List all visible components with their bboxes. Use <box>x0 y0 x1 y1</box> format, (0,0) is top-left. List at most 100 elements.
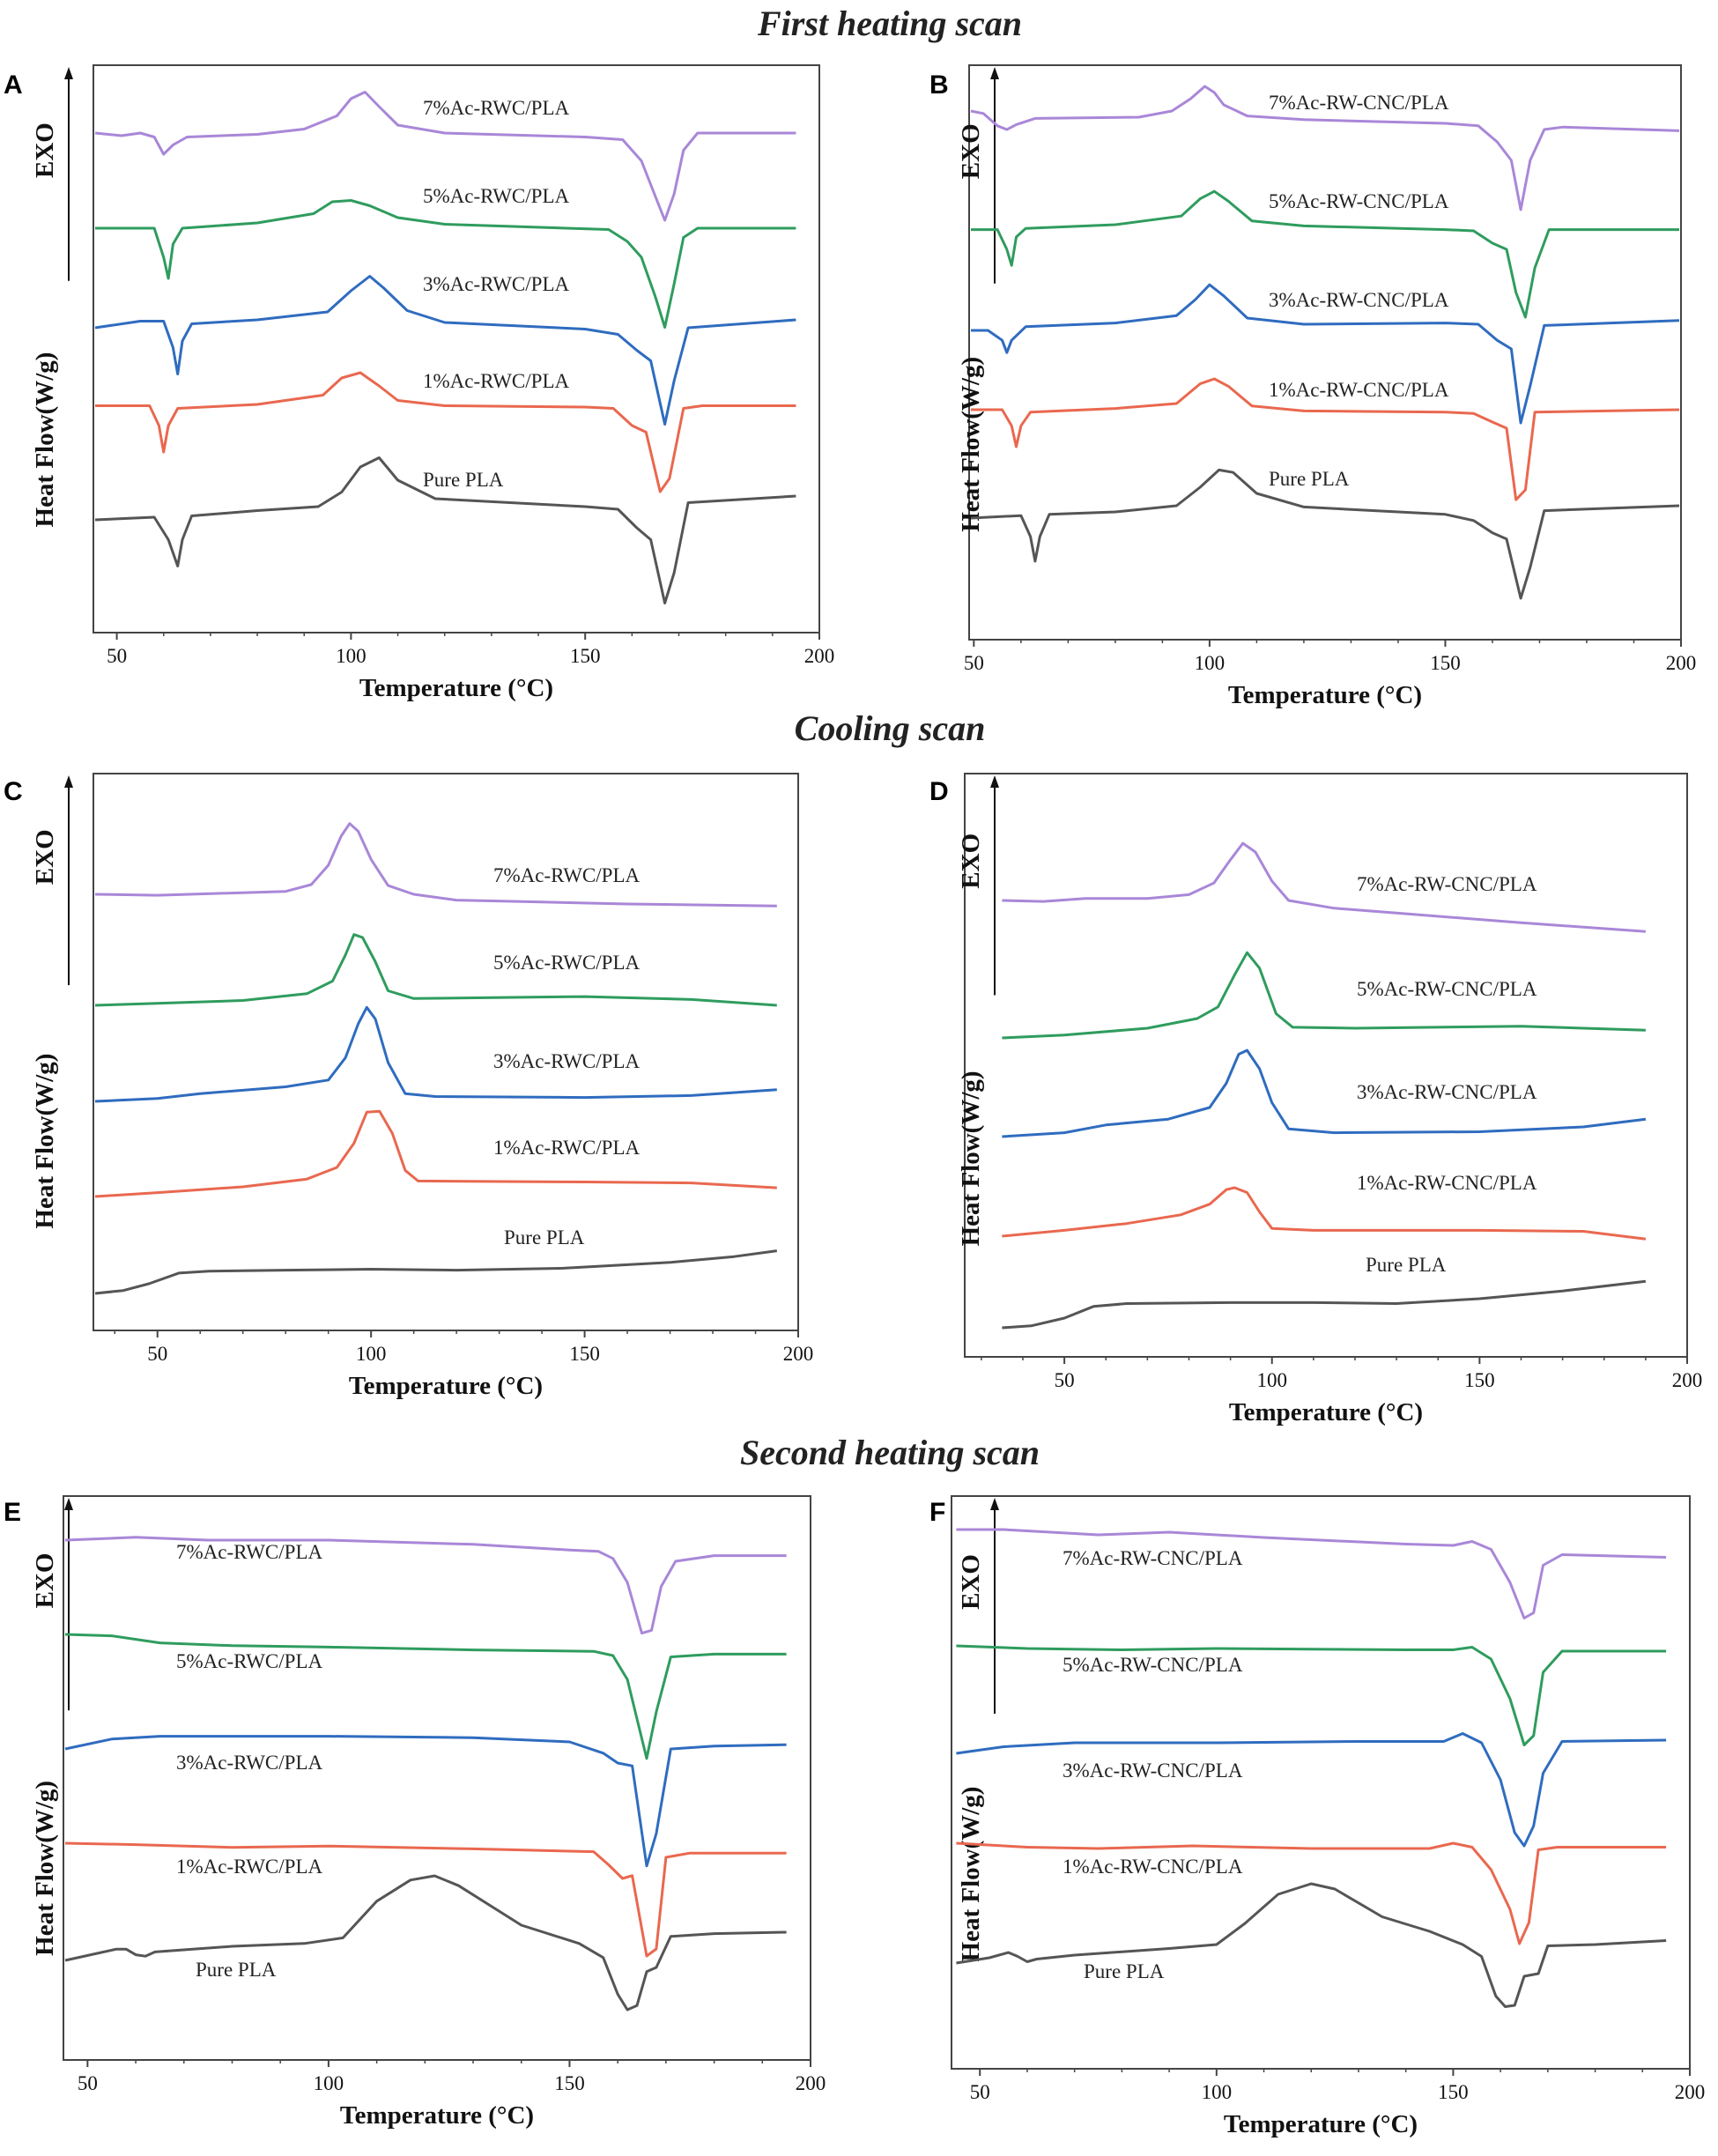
series-line <box>971 189 1679 319</box>
series-line <box>64 1841 787 1958</box>
series-line <box>956 1841 1667 1945</box>
series-line <box>970 468 1680 600</box>
plot-frame <box>93 64 820 633</box>
series-line <box>94 933 777 1007</box>
series-line <box>94 1109 777 1198</box>
series-label: 3%Ac-RWC/PLA <box>176 1752 322 1774</box>
y-axis-label: Heat Flow(W/g) <box>957 357 985 532</box>
series-label: 7%Ac-RWC/PLA <box>493 864 640 886</box>
exo-label: EXO <box>957 1554 985 1610</box>
series-line <box>1002 1186 1647 1241</box>
series-line <box>94 275 796 426</box>
panel-a-first-heating-rwc: A 50 100 150 200 Temperature (°C) Heat Flow(W/… <box>4 64 835 702</box>
series-label: 3%Ac-RW-CNC/PLA <box>1357 1081 1537 1103</box>
x-tick-label: 200 <box>783 1343 814 1365</box>
series-label: Pure PLA <box>1084 1960 1165 1982</box>
exo-label: EXO <box>957 834 985 889</box>
series-line <box>971 283 1680 425</box>
series-label: 1%Ac-RW-CNC/PLA <box>1063 1856 1243 1878</box>
panel-c-cooling-rwc: C 50 100 150 200 Temperature (°C) Heat Flow(W/… <box>4 773 814 1400</box>
exo-label: EXO <box>957 123 985 179</box>
panel-letter: F <box>929 1498 945 1527</box>
x-axis-label: Temperature (°C) <box>340 2101 534 2130</box>
panel-letter: E <box>4 1498 21 1527</box>
x-tick-label: 200 <box>1666 652 1697 674</box>
series-label: Pure PLA <box>504 1226 585 1248</box>
plot-frame <box>964 773 1688 1358</box>
exo-arrow-head <box>64 67 73 79</box>
section-title-first-heating: First heating scan <box>757 4 1022 43</box>
x-tick-label: 200 <box>1675 2081 1706 2103</box>
series-line <box>1002 951 1646 1040</box>
series-label: 7%Ac-RW-CNC/PLA <box>1357 873 1537 895</box>
x-axis-label: Temperature (°C) <box>1229 1398 1423 1426</box>
series-label: 5%Ac-RW-CNC/PLA <box>1357 978 1537 1000</box>
exo-label: EXO <box>31 829 59 885</box>
series-label: 3%Ac-RW-CNC/PLA <box>1063 1760 1243 1782</box>
plot-frame <box>93 773 799 1331</box>
x-tick-label: 100 <box>336 645 367 667</box>
series-label: 7%Ac-RWC/PLA <box>176 1541 322 1563</box>
y-axis-label: Heat Flow(W/g) <box>31 352 59 528</box>
y-axis-label: Heat Flow(W/g) <box>957 1787 985 1962</box>
series-line <box>956 1528 1667 1619</box>
series-line <box>95 199 796 329</box>
series-label: 5%Ac-RWC/PLA <box>493 952 640 974</box>
series-line <box>970 85 1680 211</box>
y-axis-label: Heat Flow(W/g) <box>31 1054 59 1229</box>
x-tick-label: 150 <box>1430 652 1461 674</box>
series-line <box>956 1644 1667 1746</box>
section-title-cooling: Cooling scan <box>795 708 986 748</box>
series-line <box>64 1536 787 1635</box>
series-label: 5%Ac-RW-CNC/PLA <box>1269 190 1449 212</box>
panel-letter: B <box>929 70 949 100</box>
series-line <box>956 1882 1667 2008</box>
x-axis-label: Temperature (°C) <box>359 674 553 702</box>
series-label: 7%Ac-RW-CNC/PLA <box>1269 92 1449 114</box>
panel-e-second-heating-rwc: E 50 100 150 200 Temperature (°C) Heat Flow(W/… <box>4 1495 826 2130</box>
series-line <box>94 91 796 222</box>
series-line <box>64 1874 787 2012</box>
series-label: Pure PLA <box>423 469 504 491</box>
series-label: Pure PLA <box>1269 468 1350 490</box>
series-line <box>1002 1048 1647 1138</box>
series-label: 5%Ac-RWC/PLA <box>176 1650 322 1672</box>
exo-arrow-head <box>64 775 73 788</box>
exo-arrow-head <box>990 1498 999 1510</box>
series-line <box>956 1732 1667 1848</box>
x-tick-label: 150 <box>1464 1369 1495 1391</box>
panel-letter: A <box>4 70 23 100</box>
series-label: 7%Ac-RW-CNC/PLA <box>1063 1547 1243 1569</box>
x-tick-label: 100 <box>1202 2081 1233 2103</box>
series-line <box>971 377 1680 501</box>
x-tick-label: 100 <box>314 2072 344 2094</box>
series-label: 1%Ac-RW-CNC/PLA <box>1357 1172 1537 1194</box>
series-label: 1%Ac-RW-CNC/PLA <box>1269 379 1449 401</box>
x-tick-label: 200 <box>1672 1369 1703 1391</box>
series-label: 1%Ac-RWC/PLA <box>176 1856 322 1878</box>
series-line <box>94 1005 777 1103</box>
series-label: 1%Ac-RWC/PLA <box>423 370 569 392</box>
x-tick-label: 100 <box>356 1343 387 1365</box>
x-tick-label: 200 <box>804 645 835 667</box>
exo-label: EXO <box>31 1553 59 1609</box>
series-label: Pure PLA <box>1366 1254 1447 1276</box>
panel-d-cooling-rw-cnc: D 50 100 150 200 Temperature (°C) Heat Flow(W/… <box>929 773 1703 1426</box>
series-label: 5%Ac-RW-CNC/PLA <box>1063 1654 1243 1676</box>
series-line <box>94 822 777 908</box>
series-line <box>1002 1279 1647 1330</box>
panel-letter: D <box>929 777 949 806</box>
plot-frame <box>951 1495 1691 2070</box>
y-axis-label: Heat Flow(W/g) <box>31 1781 59 1956</box>
series-label: 3%Ac-RWC/PLA <box>493 1050 640 1072</box>
x-tick-label: 100 <box>1256 1369 1287 1391</box>
exo-label: EXO <box>31 122 59 178</box>
x-axis-label: Temperature (°C) <box>1224 2110 1418 2138</box>
series-label: 5%Ac-RWC/PLA <box>423 185 569 207</box>
x-tick-label: 50 <box>78 2072 98 2094</box>
x-tick-label: 200 <box>796 2072 826 2094</box>
exo-arrow-head <box>990 67 999 79</box>
series-line <box>1002 841 1647 933</box>
series-label: 3%Ac-RWC/PLA <box>423 273 569 295</box>
series-label: 1%Ac-RWC/PLA <box>493 1137 640 1159</box>
